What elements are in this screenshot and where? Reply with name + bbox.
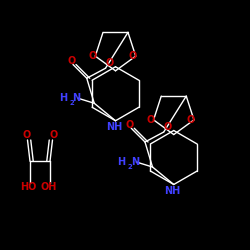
Text: O: O [187, 115, 195, 125]
Text: OH: OH [40, 182, 57, 192]
Text: H: H [117, 157, 125, 167]
Text: O: O [146, 115, 155, 125]
Text: N: N [131, 157, 139, 167]
Text: O: O [163, 122, 172, 132]
Text: HO: HO [20, 182, 37, 192]
Text: O: O [128, 51, 137, 61]
Text: NH: NH [164, 186, 180, 196]
Text: O: O [105, 58, 114, 68]
Text: N: N [72, 93, 81, 103]
Text: O: O [88, 51, 96, 61]
Text: O: O [126, 120, 134, 130]
Text: O: O [22, 130, 30, 140]
Text: H: H [58, 93, 67, 103]
Text: O: O [50, 130, 58, 140]
Text: 2: 2 [69, 100, 74, 106]
Text: NH: NH [106, 122, 122, 132]
Text: 2: 2 [128, 164, 132, 170]
Text: O: O [68, 56, 76, 66]
